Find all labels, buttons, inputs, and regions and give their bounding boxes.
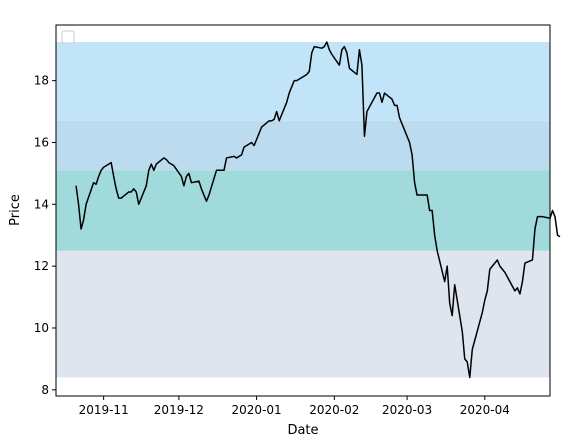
x-tick-label: 2019-12 [154, 403, 204, 417]
x-tick-label: 2020-04 [460, 403, 510, 417]
y-axis-label: Price [8, 194, 23, 226]
x-tick-label: 2019-11 [79, 403, 129, 417]
x-axis: 2019-11 2019-12 2020-01 2020-02 2020-03 2020-… [79, 396, 510, 417]
y-tick-label: 16 [34, 135, 49, 149]
plot-frame [55, 24, 551, 397]
x-tick-label: 2020-03 [382, 403, 432, 417]
price-band-1 [56, 250, 550, 378]
y-tick-label: 18 [34, 74, 49, 88]
y-tick-label: 12 [34, 259, 49, 273]
series-layer [75, 41, 561, 379]
x-tick-label: 2020-01 [232, 403, 282, 417]
y-tick-label: 14 [34, 197, 49, 211]
legend-box [61, 30, 75, 44]
y-axis: 8 10 12 14 16 18 [34, 74, 56, 397]
price-band-4 [56, 42, 550, 121]
band-layer [56, 42, 550, 378]
price-band-3 [56, 120, 550, 171]
price-series-line [75, 41, 561, 379]
price-band-2 [56, 170, 550, 251]
y-tick-label: 10 [34, 321, 49, 335]
x-tick-label: 2020-02 [309, 403, 359, 417]
y-tick-label: 8 [41, 383, 49, 397]
x-axis-label: Date [287, 423, 318, 438]
